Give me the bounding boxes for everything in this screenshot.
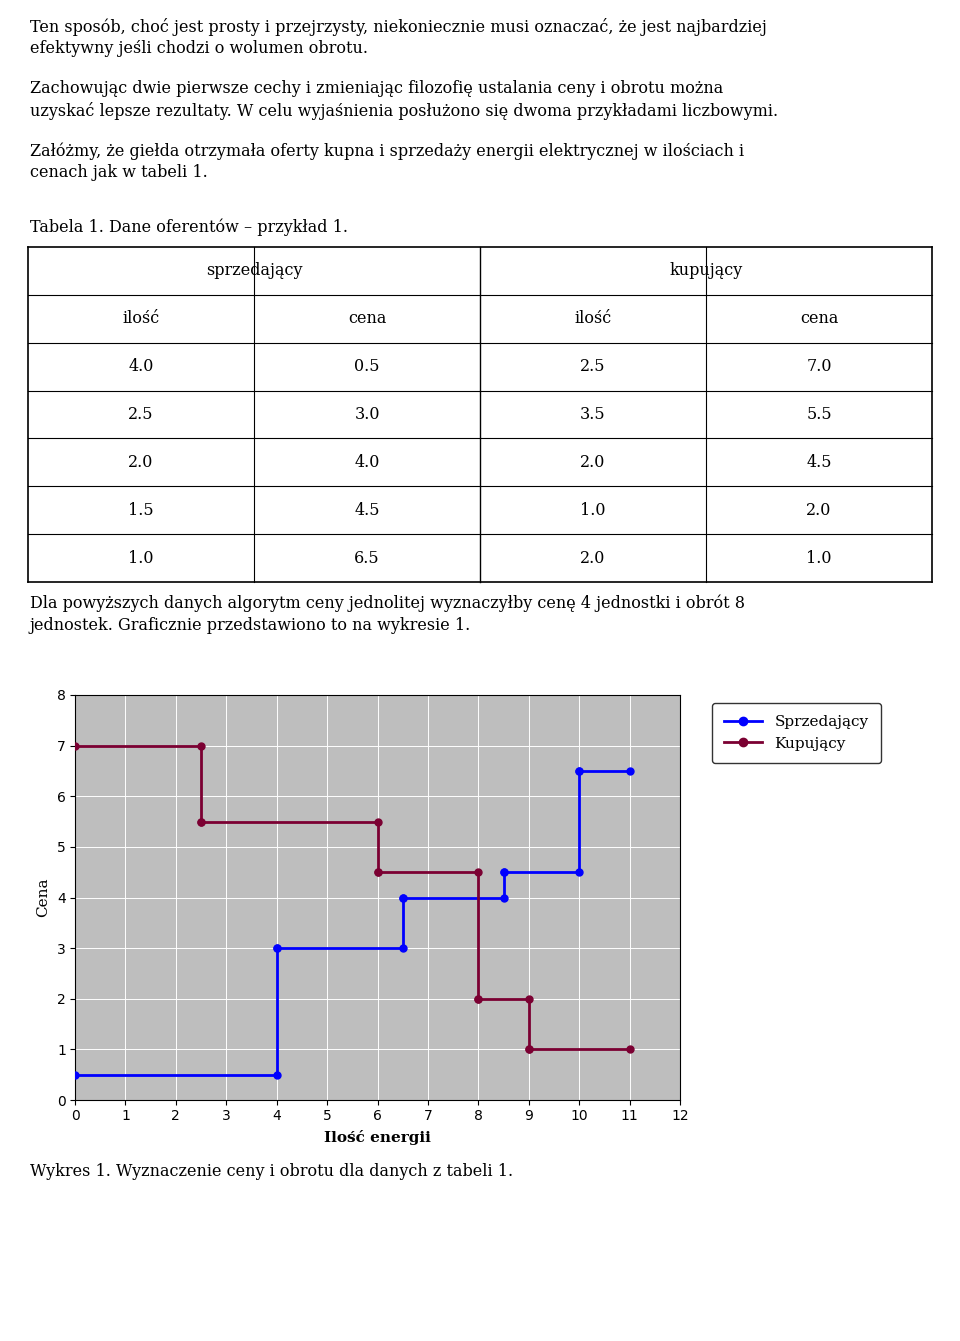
Sprzedający (498, 864, 510, 880)
Text: 4.0: 4.0 (129, 358, 154, 375)
Text: Wykres 1. Wyznaczenie ceny i obrotu dla danych z tabeli 1.: Wykres 1. Wyznaczenie ceny i obrotu dla … (30, 1163, 514, 1180)
Text: Tabela 1. Dane oferentów – przykład 1.: Tabela 1. Dane oferentów – przykład 1. (30, 219, 348, 236)
Text: 1.0: 1.0 (129, 550, 154, 566)
Text: 5.5: 5.5 (806, 406, 831, 422)
Text: cena: cena (800, 310, 838, 327)
Text: cena: cena (348, 310, 386, 327)
Kupujący (523, 1042, 535, 1058)
Kupujący (523, 1042, 535, 1058)
Text: 1.0: 1.0 (580, 502, 606, 519)
Text: 2.0: 2.0 (129, 453, 154, 471)
Kupujący (472, 991, 484, 1007)
Kupujący (69, 738, 81, 754)
X-axis label: Ilość energii: Ilość energii (324, 1130, 431, 1145)
Sprzedający (396, 889, 408, 905)
Text: kupujący: kupujący (669, 263, 743, 279)
Sprzedający (271, 940, 282, 956)
Kupujący (195, 814, 206, 830)
Kupujący (523, 991, 535, 1007)
Text: 2.5: 2.5 (580, 358, 606, 375)
Sprzedający (573, 763, 585, 779)
Text: ilość: ilość (122, 310, 159, 327)
Text: jednostek. Graficznie przedstawiono to na wykresie 1.: jednostek. Graficznie przedstawiono to n… (30, 617, 471, 634)
Sprzedający (396, 889, 408, 905)
Text: Dla powyższych danych algorytm ceny jednolitej wyznaczyłby cenę 4 jednostki i ob: Dla powyższych danych algorytm ceny jedn… (30, 595, 745, 613)
Text: efektywny jeśli chodzi o wolumen obrotu.: efektywny jeśli chodzi o wolumen obrotu. (30, 40, 368, 58)
Kupujący (372, 864, 383, 880)
Kupujący (195, 814, 206, 830)
Text: ilość: ilość (574, 310, 612, 327)
Kupujący (624, 1042, 636, 1058)
Sprzedający (498, 864, 510, 880)
Sprzedający (271, 1066, 282, 1082)
Text: 4.0: 4.0 (354, 453, 380, 471)
Y-axis label: Cena: Cena (36, 878, 50, 917)
Text: 3.5: 3.5 (580, 406, 606, 422)
Sprzedający (573, 763, 585, 779)
Text: 0.5: 0.5 (354, 358, 380, 375)
Kupujący (472, 991, 484, 1007)
Text: 6.5: 6.5 (354, 550, 380, 566)
Text: 1.5: 1.5 (129, 502, 154, 519)
Legend: Sprzedający, Kupujący: Sprzedający, Kupujący (711, 703, 881, 763)
Text: 2.0: 2.0 (580, 453, 606, 471)
Text: sprzedający: sprzedający (205, 263, 302, 279)
Text: 2.0: 2.0 (580, 550, 606, 566)
Sprzedający (396, 940, 408, 956)
Text: Ten sposób, choć jest prosty i przejrzysty, niekoniecznie musi oznaczać, że jest: Ten sposób, choć jest prosty i przejrzys… (30, 17, 767, 36)
Sprzedający (498, 889, 510, 905)
Text: 2.5: 2.5 (129, 406, 154, 422)
Sprzedający (624, 763, 636, 779)
Text: Załóżmy, że giełda otrzymała oferty kupna i sprzedaży energii elektrycznej w ilo: Załóżmy, że giełda otrzymała oferty kupn… (30, 142, 744, 160)
Text: 7.0: 7.0 (806, 358, 831, 375)
Kupujący (372, 864, 383, 880)
Sprzedający (271, 940, 282, 956)
Text: 2.0: 2.0 (806, 502, 831, 519)
Kupujący (195, 738, 206, 754)
Text: cenach jak w tabeli 1.: cenach jak w tabeli 1. (30, 164, 207, 181)
Kupujący (472, 864, 484, 880)
Line: Sprzedający: Sprzedający (72, 767, 633, 1078)
Text: 4.5: 4.5 (354, 502, 380, 519)
Text: Zachowując dwie pierwsze cechy i zmieniając filozofię ustalania ceny i obrotu mo: Zachowując dwie pierwsze cechy i zmienia… (30, 80, 723, 97)
Line: Kupujący: Kupujący (72, 742, 633, 1053)
Kupujący (372, 814, 383, 830)
Sprzedający (573, 864, 585, 880)
Text: 1.0: 1.0 (806, 550, 831, 566)
Text: 3.0: 3.0 (354, 406, 380, 422)
Text: uzyskać lepsze rezultaty. W celu wyjaśnienia posłużono się dwoma przykładami lic: uzyskać lepsze rezultaty. W celu wyjaśni… (30, 102, 779, 119)
Text: 4.5: 4.5 (806, 453, 831, 471)
Sprzedający (69, 1066, 81, 1082)
